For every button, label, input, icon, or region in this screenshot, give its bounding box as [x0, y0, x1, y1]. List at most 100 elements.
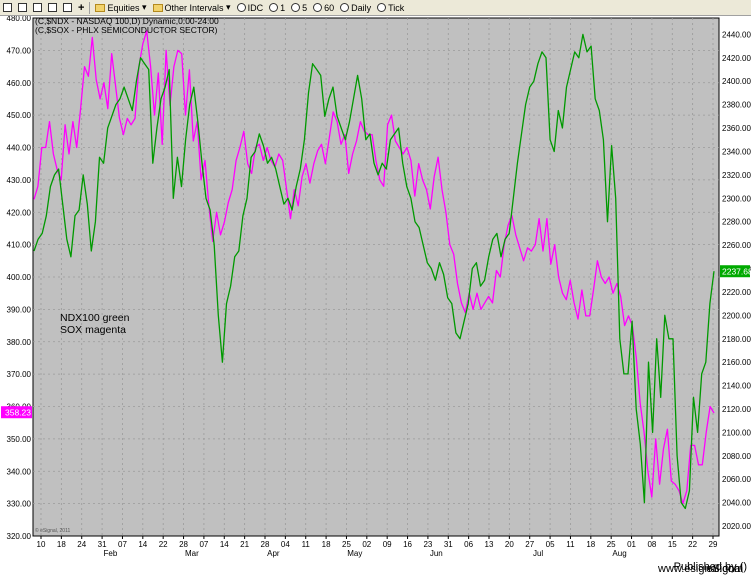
month-label: Jun: [430, 549, 443, 558]
left-price-axis: 480.00 470.00 460.00 450.00 440.00 430.00 420.…: [1, 14, 32, 541]
right-tick-label: 2100.00: [722, 428, 751, 437]
right-last-value-badge: [720, 265, 750, 278]
month-label: Feb: [104, 549, 118, 558]
clock-icon: [377, 3, 387, 12]
esignal-name: eSignal: [706, 563, 743, 575]
chart-header-ndx: (C,$NDX - NASDAQ 100,D) Dynamic,0:00-24:…: [35, 16, 219, 26]
chart-area[interactable]: 480.00 470.00 460.00 450.00 440.00 430.00 420.…: [0, 14, 751, 559]
right-tick-label: 2340.00: [722, 147, 751, 156]
x-tick-label: 09: [383, 540, 392, 549]
month-label: Mar: [185, 549, 199, 558]
toolbar: + Equities ▾ Other Intervals ▾ IDC 1 5 6…: [0, 0, 751, 16]
interval-idc-button[interactable]: IDC: [234, 1, 267, 15]
x-tick-label: 01: [627, 540, 636, 549]
annotation-sox: SOX magenta: [60, 324, 126, 336]
window-icon: [3, 3, 12, 12]
ndx-series-line: [33, 33, 715, 510]
x-tick-label: 22: [688, 540, 697, 549]
plot-area: [32, 17, 720, 537]
left-tick-label: 480.00: [7, 16, 32, 23]
grid-lines: [33, 18, 719, 536]
clock-icon: [291, 3, 301, 12]
published-by-text: Published by eSignal (www.esignal.com): [658, 561, 747, 575]
folder-icon: [95, 3, 106, 12]
toolbar-button-5[interactable]: [60, 1, 75, 15]
clock-icon: [236, 3, 246, 12]
x-tick-label: 07: [118, 540, 127, 549]
right-tick-label: 2300.00: [722, 194, 751, 203]
left-tick-label: 370.00: [7, 370, 32, 379]
x-tick-label: 24: [77, 540, 86, 549]
left-tick-label: 400.00: [7, 273, 32, 282]
month-label: May: [347, 549, 362, 558]
right-tick-label: 2420.00: [722, 54, 751, 63]
x-tick-label: 07: [199, 540, 208, 549]
right-tick-label: 2200.00: [722, 311, 751, 320]
interval-daily-button[interactable]: Daily: [337, 1, 374, 15]
left-tick-label: 430.00: [7, 176, 32, 185]
list-icon: [48, 3, 57, 12]
x-tick-label: 14: [220, 540, 229, 549]
right-tick-label: 2440.00: [722, 30, 751, 39]
x-tick-label: 10: [37, 540, 46, 549]
left-tick-label: 380.00: [7, 338, 32, 347]
left-tick-label: 420.00: [7, 208, 32, 217]
right-tick-label: 2060.00: [722, 475, 751, 484]
equities-dropdown[interactable]: Equities ▾: [92, 1, 149, 15]
other-intervals-label: Other Intervals: [164, 2, 224, 13]
clock-icon: [269, 3, 279, 12]
left-tick-label: 320.00: [7, 532, 32, 541]
right-tick-label: 2180.00: [722, 335, 751, 344]
toolbar-button-1[interactable]: [0, 1, 15, 15]
left-last-value-label: 358.23: [5, 408, 31, 418]
toolbar-button-4[interactable]: [45, 1, 60, 15]
date-axis: 10 18 24 31 07 14 22 28 07 14 21 28 04 11 18 25 02 09 16 23…: [37, 536, 718, 558]
right-tick-label: 2160.00: [722, 358, 751, 367]
price-chart[interactable]: 480.00 470.00 460.00 450.00 440.00 430.00 420.…: [0, 14, 751, 559]
x-tick-label: 16: [403, 540, 412, 549]
right-tick-label: 2260.00: [722, 241, 751, 250]
right-tick-label: 2400.00: [722, 77, 751, 86]
x-tick-label: 22: [159, 540, 168, 549]
right-price-axis: 2440.00 2420.00 2400.00 2380.00 2360.00 2340.…: [720, 30, 751, 531]
right-last-value-label: 2237.68: [722, 267, 751, 277]
other-intervals-dropdown[interactable]: Other Intervals ▾: [150, 1, 234, 15]
interval-60-button[interactable]: 60: [310, 1, 337, 15]
right-tick-label: 2080.00: [722, 452, 751, 461]
chart-icon: [33, 3, 42, 12]
x-tick-label: 02: [362, 540, 371, 549]
right-tick-label: 2040.00: [722, 499, 751, 508]
left-tick-label: 350.00: [7, 435, 32, 444]
x-tick-label: 13: [485, 540, 494, 549]
left-tick-label: 470.00: [7, 46, 32, 55]
copyright-watermark: © eSignal, 2011: [35, 527, 71, 534]
interval-5-label: 5: [302, 2, 308, 13]
folder-icon: [152, 3, 163, 12]
toolbar-button-2[interactable]: [15, 1, 30, 15]
left-tick-label: 340.00: [7, 467, 32, 476]
left-tick-label: 460.00: [7, 79, 32, 88]
add-button[interactable]: +: [78, 1, 85, 14]
interval-1-button[interactable]: 1: [266, 1, 288, 15]
interval-tick-button[interactable]: Tick: [374, 1, 407, 15]
x-tick-label: 23: [423, 540, 432, 549]
x-tick-label: 06: [464, 540, 473, 549]
left-last-value-badge: [1, 406, 32, 419]
x-tick-label: 31: [444, 540, 453, 549]
x-tick-label: 31: [98, 540, 107, 549]
left-tick-label: 330.00: [7, 500, 32, 509]
x-tick-label: 04: [281, 540, 290, 549]
right-tick-label: 2380.00: [722, 101, 751, 110]
right-tick-label: 2280.00: [722, 218, 751, 227]
x-tick-label: 18: [322, 540, 331, 549]
right-tick-label: 2320.00: [722, 171, 751, 180]
month-label: Apr: [267, 549, 280, 558]
toolbar-button-3[interactable]: [30, 1, 45, 15]
interval-5-button[interactable]: 5: [288, 1, 310, 15]
right-tick-label: 2020.00: [722, 522, 751, 531]
right-tick-label: 2220.00: [722, 288, 751, 297]
x-tick-label: 14: [138, 540, 147, 549]
x-tick-label: 21: [240, 540, 249, 549]
month-label: Jul: [533, 549, 543, 558]
x-tick-label: 18: [586, 540, 595, 549]
